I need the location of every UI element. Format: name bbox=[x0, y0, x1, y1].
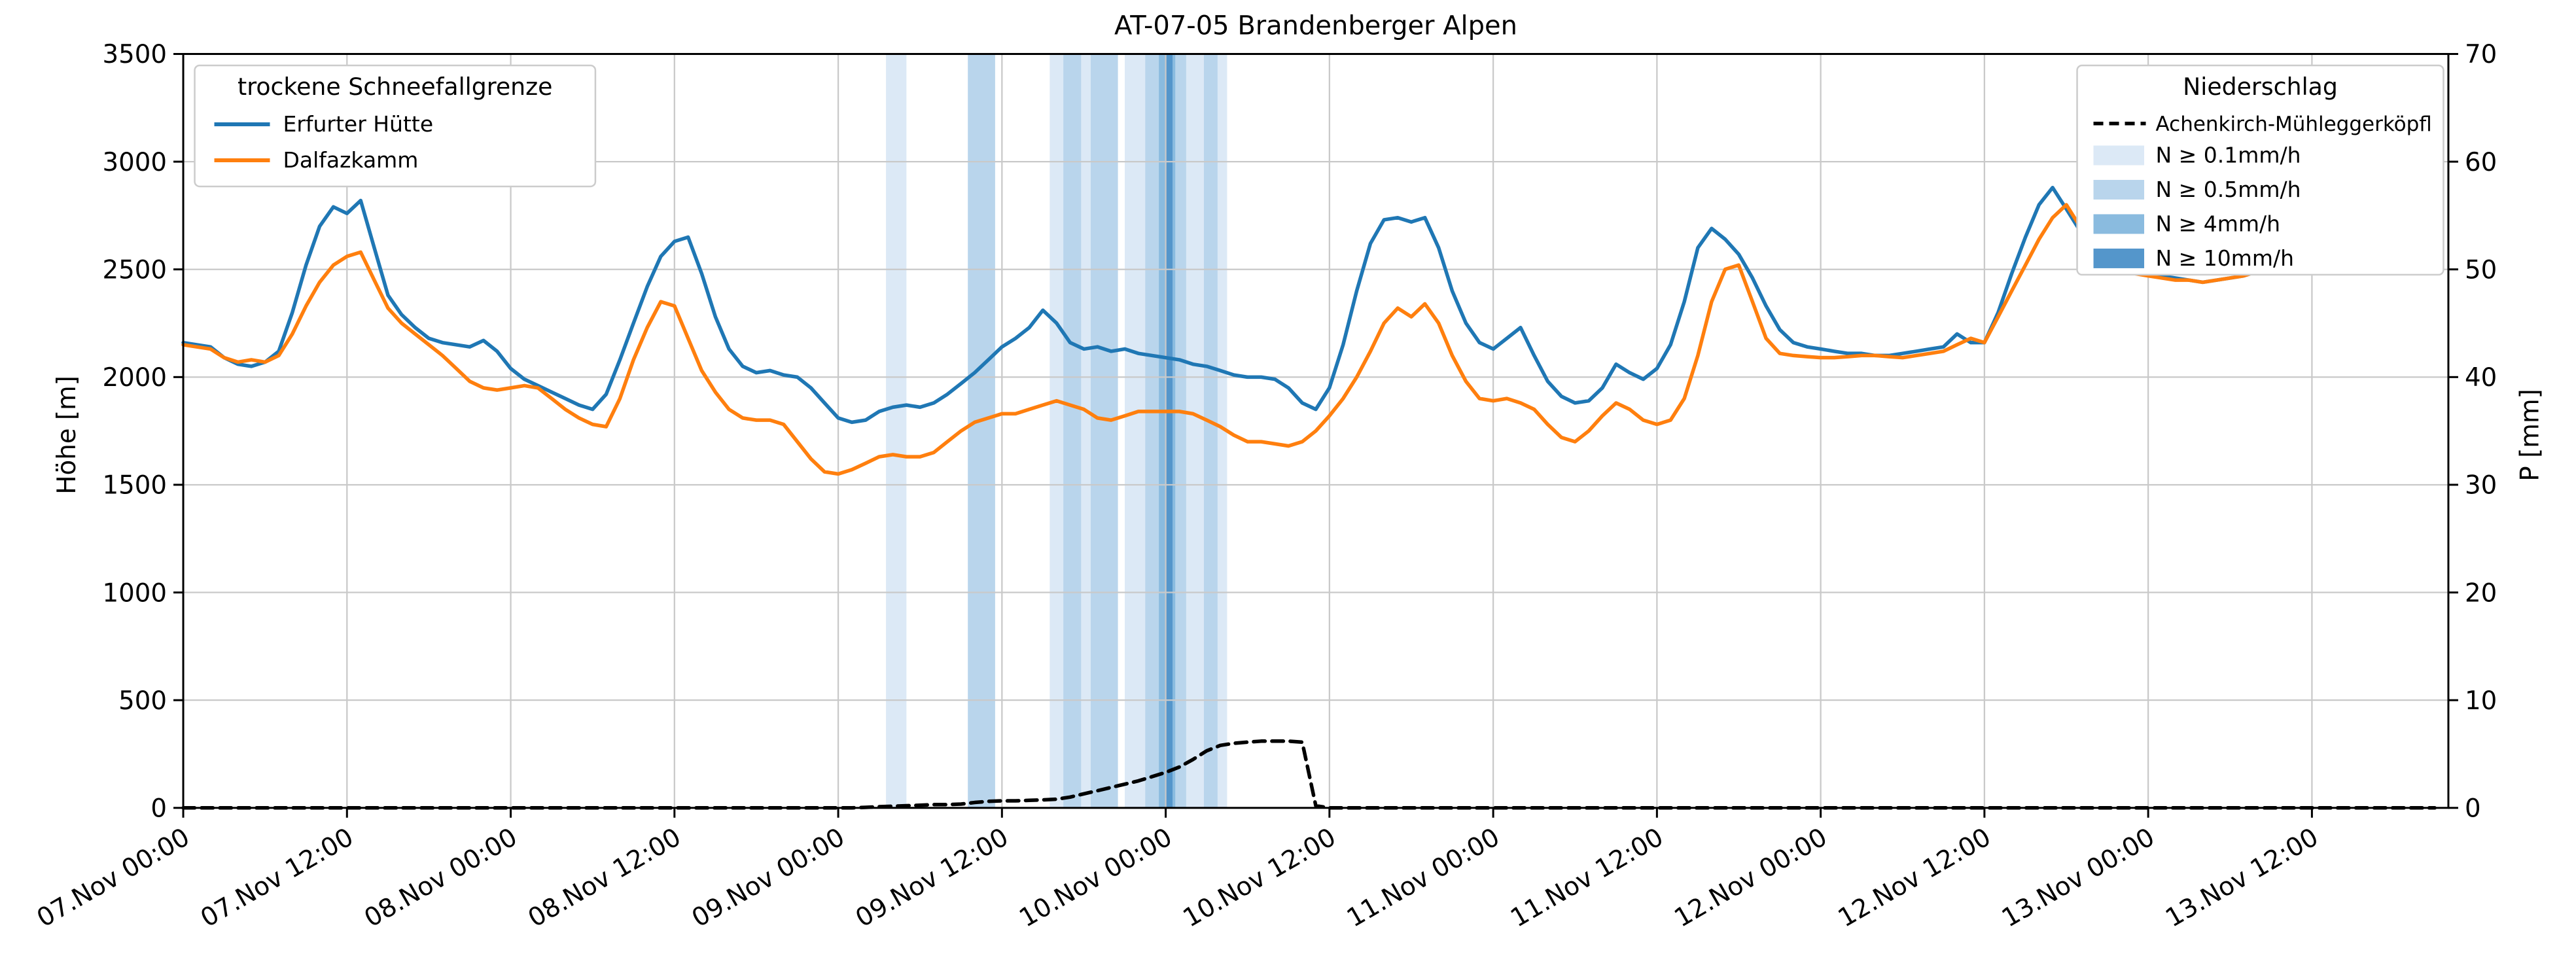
chart-title: AT-07-05 Brandenberger Alpen bbox=[1114, 10, 1517, 41]
series-line-dalfazkamm bbox=[181, 203, 2259, 476]
x-tick-label: 12.Nov 12:00 bbox=[1833, 822, 1996, 934]
y-right-tick-label: 20 bbox=[2465, 578, 2497, 608]
x-tick-label: 07.Nov 12:00 bbox=[196, 822, 359, 934]
y-left-axis-label: Höhe [m] bbox=[52, 376, 82, 494]
precip-band bbox=[886, 54, 907, 808]
precip-band bbox=[1090, 54, 1118, 808]
legend-erfurter-label: Erfurter Hütte bbox=[283, 111, 434, 137]
x-tick-label: 11.Nov 12:00 bbox=[1506, 822, 1668, 934]
x-tick-label: 13.Nov 00:00 bbox=[1997, 822, 2160, 934]
y-right-tick-label: 30 bbox=[2465, 471, 2497, 501]
y-left-tick-label: 3000 bbox=[102, 148, 167, 177]
x-tick-label: 07.Nov 00:00 bbox=[32, 822, 195, 934]
axes-frame bbox=[182, 52, 2450, 809]
x-tick-label: 09.Nov 12:00 bbox=[851, 822, 1014, 934]
precip-band bbox=[1165, 54, 1173, 808]
x-tick-label: 12.Nov 00:00 bbox=[1669, 822, 1832, 934]
legend-precip: Niederschlag Achenkirch-Mühleggerköpfl N… bbox=[2076, 64, 2444, 276]
legend-band-patch-10 bbox=[2093, 248, 2145, 268]
legend-band-patch-0.5 bbox=[2093, 179, 2145, 200]
legend-band-label-0.1: N ≥ 0.1mm/h bbox=[2156, 143, 2301, 168]
y-left-tick-label: 1000 bbox=[102, 578, 167, 608]
x-tick-label: 08.Nov 00:00 bbox=[359, 822, 522, 934]
y-right-tick-label: 40 bbox=[2465, 363, 2497, 393]
x-tick-label: 11.Nov 00:00 bbox=[1342, 822, 1505, 934]
y-left-tick-label: 2500 bbox=[102, 255, 167, 285]
legend-achenkirch-label: Achenkirch-Mühleggerköpfl bbox=[2156, 113, 2432, 136]
x-tick-label: 10.Nov 12:00 bbox=[1178, 822, 1341, 934]
x-tick-label: 08.Nov 12:00 bbox=[523, 822, 686, 934]
x-tick-label: 09.Nov 00:00 bbox=[687, 822, 850, 934]
series-line-erfurter-h-tte bbox=[181, 185, 2259, 425]
legend-snowline-title: trockene Schneefallgrenze bbox=[238, 73, 552, 101]
legend-snowline-box bbox=[194, 64, 597, 188]
axes-frame-layer bbox=[182, 52, 2450, 809]
y-right-tick-label: 10 bbox=[2465, 686, 2497, 716]
y-right-tick-label: 70 bbox=[2465, 40, 2497, 69]
y-right-axis-label: P [mm] bbox=[2515, 389, 2545, 481]
y-right-tick-label: 60 bbox=[2465, 148, 2497, 177]
y-left-tick-label: 1500 bbox=[102, 471, 167, 501]
precip-band bbox=[1203, 54, 1218, 808]
legend-precip-box bbox=[2076, 64, 2444, 276]
legend-band-label-4: N ≥ 4mm/h bbox=[2156, 211, 2281, 237]
x-tick-label: 13.Nov 12:00 bbox=[2161, 822, 2323, 934]
precip-band bbox=[1063, 54, 1082, 808]
y-left-tick-label: 0 bbox=[150, 794, 167, 824]
series-line-achenkirch-m-hleggerk-pfl bbox=[181, 739, 2437, 810]
legend-band-patch-4 bbox=[2093, 214, 2145, 234]
precip-bands-layer bbox=[886, 54, 1227, 808]
y-right-tick-label: 0 bbox=[2465, 794, 2481, 824]
legend-precip-title: Niederschlag bbox=[2183, 73, 2338, 101]
precip-band bbox=[968, 54, 995, 808]
legend-band-patch-0.1 bbox=[2093, 145, 2145, 166]
x-tick-label: 10.Nov 00:00 bbox=[1014, 822, 1177, 934]
y-left-tick-label: 2000 bbox=[102, 363, 167, 393]
y-right-tick-label: 50 bbox=[2465, 255, 2497, 285]
legend-dalfazkamm-label: Dalfazkamm bbox=[283, 147, 419, 173]
legend-band-label-0.5: N ≥ 0.5mm/h bbox=[2156, 177, 2301, 202]
y-left-tick-label: 500 bbox=[118, 686, 167, 716]
legend-snowline: trockene Schneefallgrenze Erfurter Hütte… bbox=[194, 64, 597, 188]
legend-band-label-10: N ≥ 10mm/h bbox=[2156, 245, 2295, 271]
y-left-tick-label: 3500 bbox=[102, 40, 167, 69]
